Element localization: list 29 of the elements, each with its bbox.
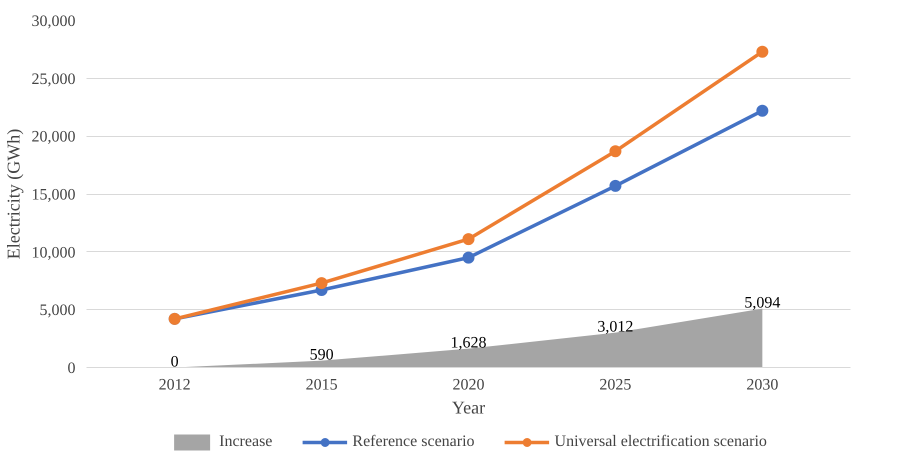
x-tick-label: 2015 <box>306 376 338 394</box>
x-tick-label: 2030 <box>746 376 778 394</box>
data-label: 590 <box>310 346 334 364</box>
x-axis-title: Year <box>452 398 486 418</box>
x-tick-label: 2020 <box>452 376 484 394</box>
x-tick-label: 2012 <box>158 376 191 394</box>
point <box>462 252 474 264</box>
point <box>609 180 622 192</box>
point <box>462 233 474 246</box>
y-tick-label: 25,000 <box>32 70 76 88</box>
legend-label: Reference scenario <box>352 433 475 451</box>
point <box>316 277 328 290</box>
y-tick-label: 10,000 <box>32 244 76 262</box>
y-tick-label: 30,000 <box>32 13 76 30</box>
y-tick-label: 0 <box>68 360 76 377</box>
point <box>756 46 768 58</box>
data-label: 0 <box>170 354 179 370</box>
legend-label: Universal electrification scenario <box>554 433 767 451</box>
data-label: 5,094 <box>744 294 780 312</box>
y-axis-title: Electricity (GWh) <box>4 128 24 260</box>
point <box>756 104 768 117</box>
x-tick-label: 2025 <box>599 376 632 394</box>
y-tick-label: 15,000 <box>32 186 76 204</box>
data-label: 1,628 <box>450 334 486 352</box>
legend-label: Increase <box>219 433 272 451</box>
y-tick-label: 20,000 <box>32 128 76 146</box>
point <box>609 145 622 158</box>
data-label: 3,012 <box>597 318 634 336</box>
y-tick-label: 5,000 <box>40 302 76 320</box>
